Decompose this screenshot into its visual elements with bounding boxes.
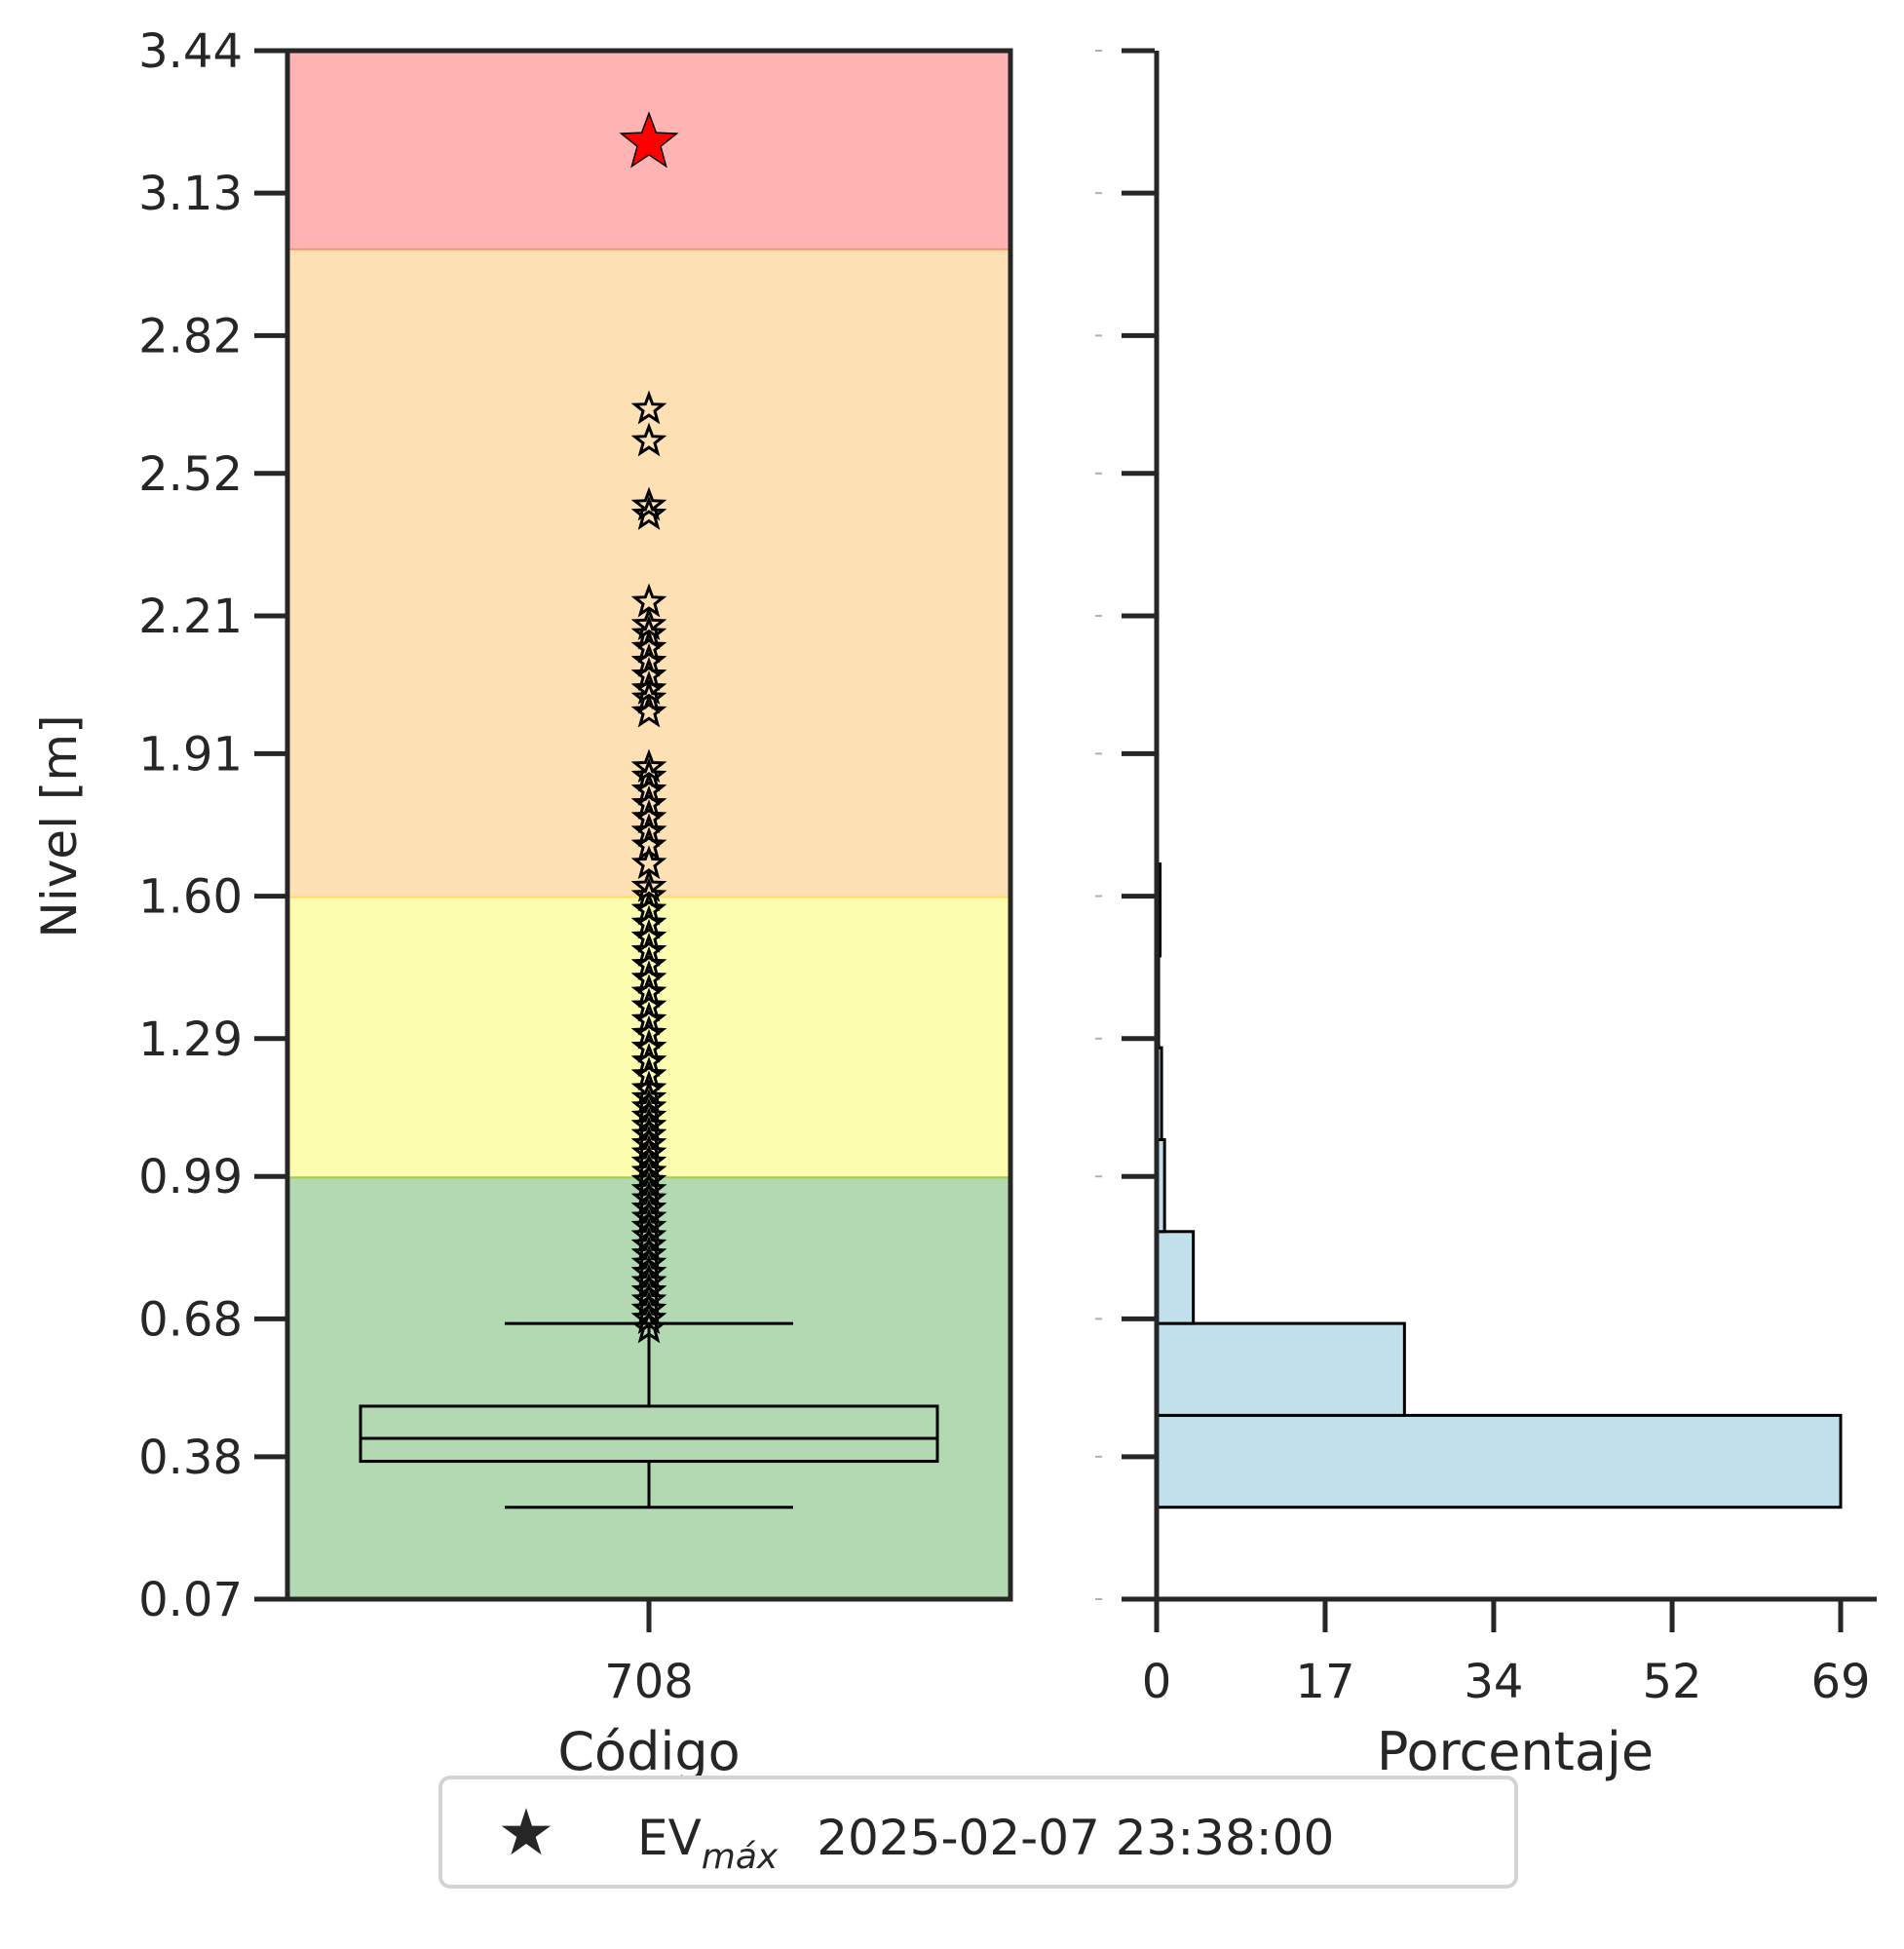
outlier-marker <box>630 1070 667 1105</box>
histogram-x-tick-label: 0 <box>1142 1655 1172 1709</box>
star-icon: ★ <box>497 1795 554 1870</box>
legend-frame <box>438 1776 1518 1889</box>
outlier-marker <box>630 1028 667 1063</box>
outlier-marker <box>630 670 667 705</box>
outlier-marker <box>630 606 667 640</box>
y-tick-label: 2.52 <box>138 447 243 502</box>
y-tick-label: 0.99 <box>138 1150 243 1204</box>
legend: ★ EVmáx 2025-02-07 23:38:00 <box>438 1776 1518 1889</box>
outlier-marker <box>630 960 667 995</box>
outlier-marker <box>630 422 667 457</box>
histogram-bar <box>1155 1321 1406 1417</box>
outlier-marker <box>630 679 667 714</box>
interquartile-box <box>359 1404 939 1464</box>
outlier-marker <box>630 785 667 820</box>
outlier-marker <box>630 629 667 664</box>
histogram-bar <box>1155 1413 1843 1510</box>
outlier-marker <box>630 918 667 953</box>
histogram-x-ticks: 0 17 34 52 69 <box>1142 1599 1871 1709</box>
outlier-marker <box>630 757 667 792</box>
histogram-bars <box>1155 770 1843 1510</box>
max-event-marker <box>619 111 679 169</box>
outlier-marker <box>630 932 667 967</box>
histogram-x-tick-label: 17 <box>1295 1655 1354 1709</box>
histogram-axes <box>1154 51 1877 1602</box>
x-tick-label: 708 <box>604 1655 694 1709</box>
y-tick-label: 1.29 <box>138 1013 243 1067</box>
histogram-bar <box>1155 1230 1196 1325</box>
outlier-marker <box>630 1079 667 1114</box>
histogram-x-tick-label: 34 <box>1464 1655 1523 1709</box>
outlier-marker <box>630 813 667 848</box>
outlier-marker <box>630 946 667 980</box>
outlier-marker <box>630 495 667 530</box>
max-event-star <box>619 111 679 169</box>
outlier-marker <box>630 771 667 806</box>
y-tick-label: 3.44 <box>138 24 243 79</box>
outlier-marker <box>630 877 667 912</box>
histogram-x-axis-label: Porcentaje <box>1377 1721 1654 1782</box>
outlier-marker <box>630 486 667 521</box>
y-tick-label: 2.82 <box>138 309 243 363</box>
y-tick-label: 3.13 <box>138 167 243 221</box>
outlier-marker <box>630 904 667 939</box>
x-axis-ticks: 708 <box>604 1599 694 1709</box>
histogram-x-tick-label: 69 <box>1810 1655 1870 1709</box>
outlier-markers <box>630 390 667 1344</box>
outlier-marker <box>630 891 667 926</box>
outlier-marker <box>630 826 667 861</box>
outlier-marker <box>630 1056 667 1091</box>
outlier-marker <box>630 974 667 1009</box>
outlier-marker <box>630 657 667 691</box>
y-tick-label: 1.60 <box>138 870 243 925</box>
y-tick-label: 1.91 <box>138 727 243 782</box>
outlier-marker <box>630 799 667 834</box>
legend-timestamp: 2025-02-07 23:38:00 <box>817 1810 1334 1866</box>
legend-label-subscript: máx <box>702 1837 779 1877</box>
outlier-marker <box>630 642 667 677</box>
y-axis-label: Nivel [m] <box>31 714 88 937</box>
outlier-marker <box>630 1043 667 1077</box>
histogram-x-tick-label: 52 <box>1643 1655 1702 1709</box>
y-tick-label: 0.38 <box>138 1431 243 1485</box>
outlier-marker <box>630 1014 667 1050</box>
histogram-y-ticks <box>1095 48 1155 1602</box>
outlier-marker <box>630 583 667 618</box>
outlier-marker <box>630 987 667 1022</box>
alert-band-2 <box>287 248 1010 897</box>
x-axis-label: Código <box>557 1721 740 1782</box>
outlier-marker <box>630 615 667 650</box>
y-tick-label: 0.68 <box>138 1292 243 1347</box>
legend-label: EVmáx 2025-02-07 23:38:00 <box>637 1810 1334 1877</box>
outlier-marker <box>630 748 667 783</box>
y-tick-label: 2.21 <box>138 590 243 644</box>
outlier-marker <box>630 867 667 902</box>
outlier-marker <box>630 390 667 425</box>
legend-label-main: EV <box>637 1810 702 1866</box>
outlier-marker <box>630 693 667 728</box>
outlier-marker <box>630 1001 667 1036</box>
y-axis-ticks: 0.07 0.38 0.68 0.99 1.29 1.60 1.91 2.21 2.52 2.82… <box>138 24 287 1627</box>
y-tick-label: 0.07 <box>138 1573 243 1627</box>
